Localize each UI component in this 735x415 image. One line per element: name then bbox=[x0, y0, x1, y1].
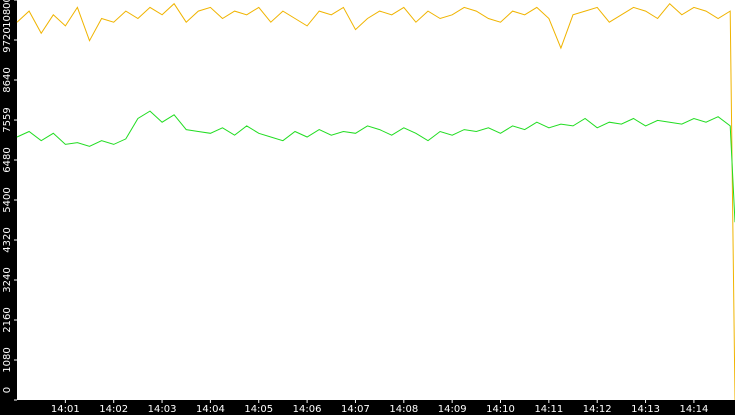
x-tick-label: 14:11 bbox=[534, 404, 563, 415]
y-tick-label: 2160 bbox=[2, 307, 13, 332]
y-tick-label: 10800 bbox=[2, 0, 13, 28]
x-tick-label: 14:07 bbox=[341, 404, 370, 415]
series-line bbox=[16, 110, 735, 223]
y-tick-label: 3240 bbox=[2, 267, 13, 292]
y-tick-label: 7559 bbox=[2, 107, 13, 132]
y-tick-label: 9720 bbox=[2, 27, 13, 52]
x-tick-label: 14:13 bbox=[631, 404, 660, 415]
y-tick-label: 6480 bbox=[2, 147, 13, 172]
y-axis-strip bbox=[0, 0, 17, 415]
x-tick-label: 14:04 bbox=[196, 404, 225, 415]
x-tick-label: 14:10 bbox=[486, 404, 515, 415]
y-tick-label: 8640 bbox=[2, 67, 13, 92]
y-tick-label: 0 bbox=[2, 387, 13, 393]
x-tick-label: 14:09 bbox=[438, 404, 467, 415]
y-tick-label: 1080 bbox=[2, 347, 13, 372]
x-tick-label: 14:12 bbox=[583, 404, 612, 415]
x-tick-label: 14:05 bbox=[244, 404, 273, 415]
x-tick-label: 14:06 bbox=[293, 404, 322, 415]
x-tick-label: 14:01 bbox=[51, 404, 80, 415]
x-tick-label: 14:02 bbox=[99, 404, 128, 415]
series-line bbox=[16, 2, 735, 401]
x-tick-label: 14:03 bbox=[148, 404, 177, 415]
y-tick-label: 4320 bbox=[2, 227, 13, 252]
y-tick-label: 5400 bbox=[2, 187, 13, 212]
x-tick-label: 14:08 bbox=[389, 404, 418, 415]
x-tick-label: 14:14 bbox=[679, 404, 708, 415]
x-axis-strip bbox=[0, 400, 735, 415]
